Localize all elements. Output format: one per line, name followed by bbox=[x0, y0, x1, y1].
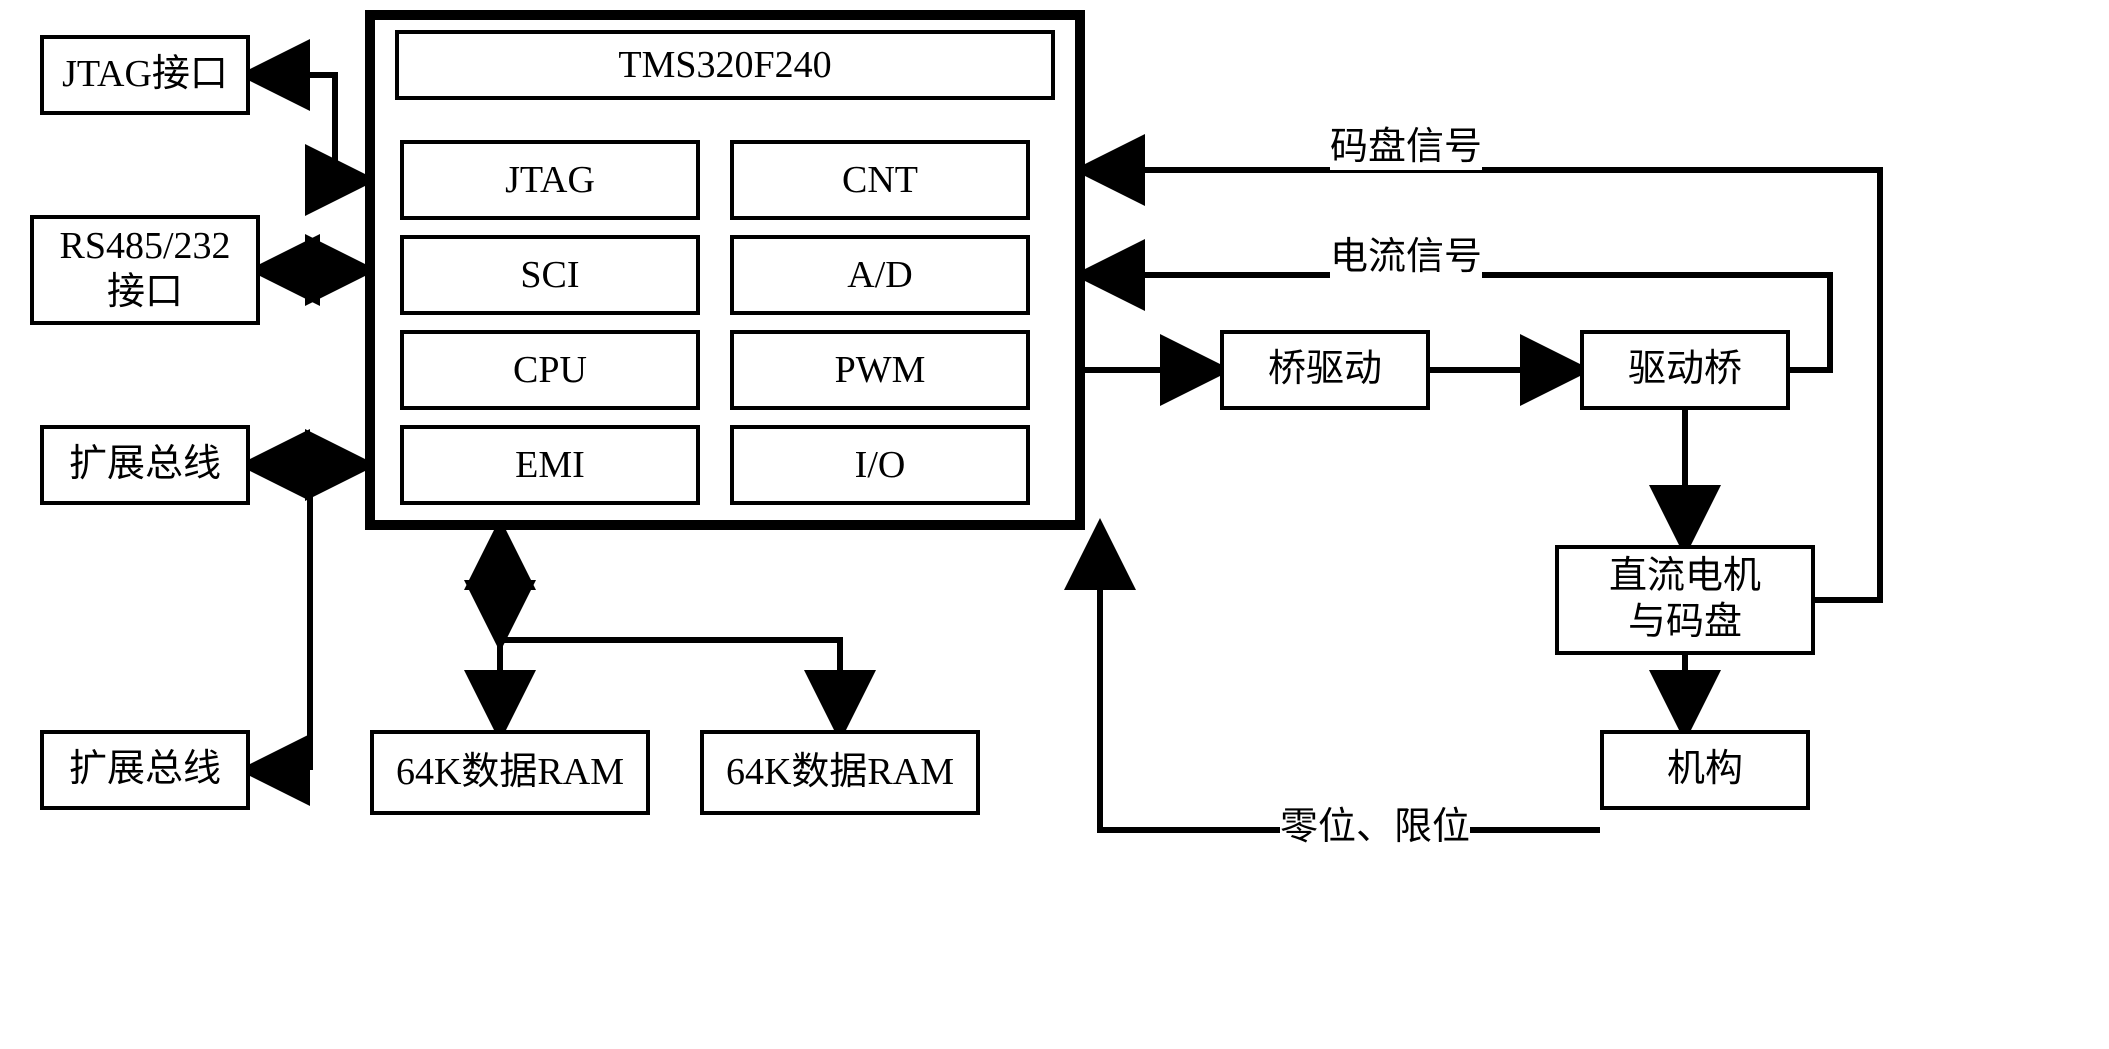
label-text: 电流信号 bbox=[1330, 236, 1482, 278]
mcu-cell-cnt: CNT bbox=[730, 140, 1030, 220]
label-zero-limit: 零位、限位 bbox=[1280, 795, 1470, 850]
box-label: 扩展总线 bbox=[69, 442, 221, 488]
box-rs485-port: RS485/232 接口 bbox=[30, 215, 260, 325]
box-drive-bridge: 驱动桥 bbox=[1580, 330, 1790, 410]
mcu-title: TMS320F240 bbox=[395, 30, 1055, 100]
cell-label: EMI bbox=[515, 443, 585, 487]
label-text: 零位、限位 bbox=[1280, 806, 1470, 848]
box-ext-bus-1: 扩展总线 bbox=[40, 425, 250, 505]
box-label: JTAG接口 bbox=[62, 52, 228, 98]
box-ram-1: 64K数据RAM bbox=[370, 730, 650, 815]
box-dc-motor: 直流电机 与码盘 bbox=[1555, 545, 1815, 655]
box-label: 扩展总线 bbox=[69, 747, 221, 793]
label-text: 码盘信号 bbox=[1330, 126, 1482, 168]
box-label: 驱动桥 bbox=[1628, 347, 1742, 393]
box-mechanism: 机构 bbox=[1600, 730, 1810, 810]
box-label: 64K数据RAM bbox=[396, 750, 624, 796]
mcu-cell-jtag: JTAG bbox=[400, 140, 700, 220]
cell-label: A/D bbox=[847, 253, 912, 297]
box-label: 机构 bbox=[1667, 747, 1743, 793]
mcu-cell-pwm: PWM bbox=[730, 330, 1030, 410]
box-ram-2: 64K数据RAM bbox=[700, 730, 980, 815]
cell-label: PWM bbox=[835, 348, 926, 392]
box-bridge-drv: 桥驱动 bbox=[1220, 330, 1430, 410]
box-label: 桥驱动 bbox=[1268, 347, 1382, 393]
cell-label: CPU bbox=[513, 348, 587, 392]
mcu-cell-emi: EMI bbox=[400, 425, 700, 505]
label-current-signal: 电流信号 bbox=[1330, 225, 1482, 280]
cell-label: JTAG bbox=[505, 158, 595, 202]
box-label: RS485/232 接口 bbox=[59, 224, 230, 315]
cell-label: CNT bbox=[842, 158, 918, 202]
box-label: 64K数据RAM bbox=[726, 750, 954, 796]
box-label: 直流电机 与码盘 bbox=[1609, 554, 1761, 645]
mcu-title-text: TMS320F240 bbox=[618, 43, 831, 87]
mcu-cell-ad: A/D bbox=[730, 235, 1030, 315]
mcu-cell-io: I/O bbox=[730, 425, 1030, 505]
cell-label: I/O bbox=[855, 443, 906, 487]
mcu-cell-cpu: CPU bbox=[400, 330, 700, 410]
box-jtag-port: JTAG接口 bbox=[40, 35, 250, 115]
diagram-canvas: TMS320F240 JTAG SCI CPU EMI CNT A/D PWM … bbox=[0, 0, 2109, 1049]
mcu-cell-sci: SCI bbox=[400, 235, 700, 315]
label-encoder-signal: 码盘信号 bbox=[1330, 115, 1482, 170]
box-ext-bus-2: 扩展总线 bbox=[40, 730, 250, 810]
cell-label: SCI bbox=[520, 253, 579, 297]
